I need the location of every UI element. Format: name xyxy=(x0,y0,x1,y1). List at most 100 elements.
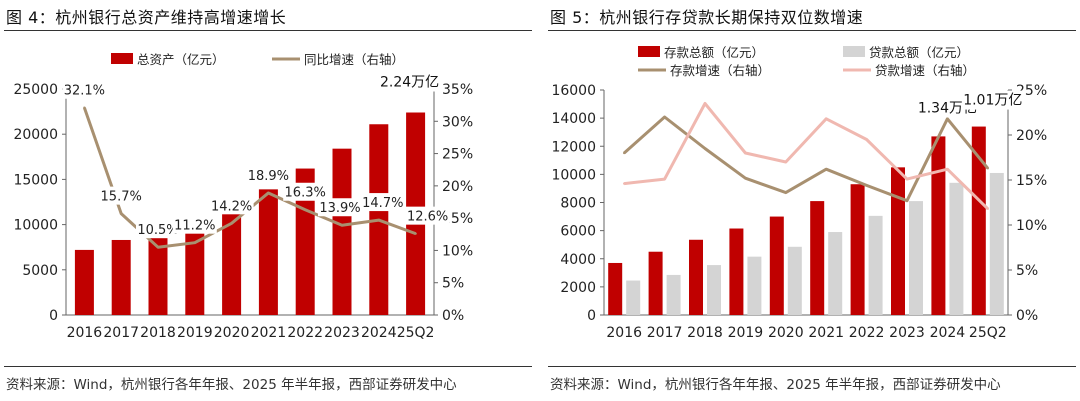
data-label: 32.1% xyxy=(64,84,105,99)
bar xyxy=(931,136,946,315)
bar xyxy=(626,280,641,315)
bar xyxy=(828,232,843,315)
line-point xyxy=(267,191,270,195)
x-tick-label: 2019 xyxy=(177,325,213,341)
line-point xyxy=(986,207,989,210)
legend-label: 贷款总额（亿元） xyxy=(869,45,969,60)
line-point xyxy=(784,160,787,164)
line-point xyxy=(193,241,196,244)
legend-label: 贷款增速（右轴） xyxy=(875,63,975,78)
line-point xyxy=(663,177,666,181)
figure-5-panel: 图 5：杭州银行存贷款长期保持双位数增速 0 2000 4000 6000 8000 10… xyxy=(548,0,1076,401)
x-tick-label: 2017 xyxy=(103,325,139,341)
right-y-tick-label: 5% xyxy=(1016,263,1038,279)
right-y-tick-label: 20% xyxy=(1016,128,1047,144)
line-point xyxy=(304,208,307,211)
figure-5-chart: 0 2000 4000 6000 8000 10000 12000 14000 16000 0% 5… xyxy=(551,45,1047,341)
bar xyxy=(989,172,1004,315)
bar xyxy=(747,256,762,315)
figure-5-bottom-rule xyxy=(548,366,1076,367)
data-label: 16.3% xyxy=(285,186,326,201)
bar xyxy=(295,168,315,315)
line-point xyxy=(230,222,233,225)
data-label: 12.6% xyxy=(407,210,448,225)
x-tick-label: 2020 xyxy=(768,325,804,341)
right-y-tick-label: 20% xyxy=(442,179,473,195)
left-y-tick-label: 0 xyxy=(49,308,58,324)
left-y-tick-label: 4000 xyxy=(560,252,596,268)
series-line xyxy=(623,115,989,203)
line-point xyxy=(744,151,747,155)
figure-4-top-rule xyxy=(4,30,532,31)
data-label-box xyxy=(62,80,107,99)
left-y-tick-label: 0 xyxy=(587,308,596,324)
right-y-tick-label: 0% xyxy=(442,308,464,324)
bar xyxy=(868,215,883,315)
data-label-box xyxy=(172,215,217,234)
line-point xyxy=(156,246,160,249)
x-tick-label: 2022 xyxy=(287,325,323,341)
bar xyxy=(891,167,905,315)
data-label-box xyxy=(99,186,144,205)
figure-4-bottom-rule xyxy=(4,366,532,367)
line-point xyxy=(414,232,417,235)
x-tick-label: 2023 xyxy=(889,325,925,341)
legend-swatch-bar xyxy=(111,53,133,64)
bar xyxy=(666,274,681,315)
bar xyxy=(787,246,802,315)
left-y-tick-label: 8000 xyxy=(560,196,596,212)
bar xyxy=(769,216,784,315)
line-point xyxy=(865,138,868,141)
line-point xyxy=(905,199,909,202)
bar xyxy=(949,182,964,315)
line-point xyxy=(623,151,626,155)
bar xyxy=(850,184,865,315)
line-point xyxy=(623,182,626,185)
line-point xyxy=(905,177,909,181)
bar xyxy=(111,239,131,315)
x-tick-label: 2019 xyxy=(728,325,764,341)
x-tick-label: 2021 xyxy=(251,325,287,341)
right-y-tick-label: 0% xyxy=(1016,308,1038,324)
bar xyxy=(729,228,744,315)
x-tick-label: 2024 xyxy=(930,325,966,341)
right-y-tick-label: 35% xyxy=(442,82,473,98)
right-y-tick-label: 25% xyxy=(442,147,473,163)
line-point xyxy=(946,168,949,171)
line-point xyxy=(744,177,747,180)
x-tick-label: 2018 xyxy=(687,325,723,341)
line-point xyxy=(865,184,868,187)
line-point xyxy=(703,147,707,150)
line-point xyxy=(703,102,707,105)
left-y-tick-label: 12000 xyxy=(551,139,596,155)
data-label-box xyxy=(318,198,362,217)
bar xyxy=(185,222,205,315)
x-tick-label: 2023 xyxy=(324,325,360,341)
data-label: 18.9% xyxy=(248,169,289,184)
data-label: 10.5% xyxy=(137,223,178,238)
series-line xyxy=(624,102,989,210)
bar xyxy=(648,251,663,315)
x-tick-label: 2016 xyxy=(606,325,642,341)
line-point xyxy=(825,117,828,121)
left-y-tick-label: 15000 xyxy=(13,172,58,188)
x-tick-label: 2017 xyxy=(647,325,683,341)
right-y-tick-label: 10% xyxy=(442,243,473,259)
figure-5-top-rule xyxy=(548,30,1076,31)
bar xyxy=(332,148,352,315)
line-point xyxy=(825,168,828,171)
left-y-tick-label: 6000 xyxy=(560,224,596,240)
x-tick-label: 2022 xyxy=(849,325,885,341)
legend-label: 存款总额（亿元） xyxy=(664,45,764,60)
annotation-box xyxy=(961,90,1024,110)
legend-swatch-bar xyxy=(843,46,865,57)
data-label-box xyxy=(209,196,254,215)
data-label: 11.2% xyxy=(174,219,215,234)
bar xyxy=(608,262,623,315)
left-y-tick-label: 14000 xyxy=(551,111,596,127)
left-y-tick-label: 5000 xyxy=(22,263,58,279)
line-point xyxy=(784,191,787,194)
line-point xyxy=(120,212,123,215)
legend-swatch-bar xyxy=(638,46,660,57)
bar xyxy=(222,209,242,315)
